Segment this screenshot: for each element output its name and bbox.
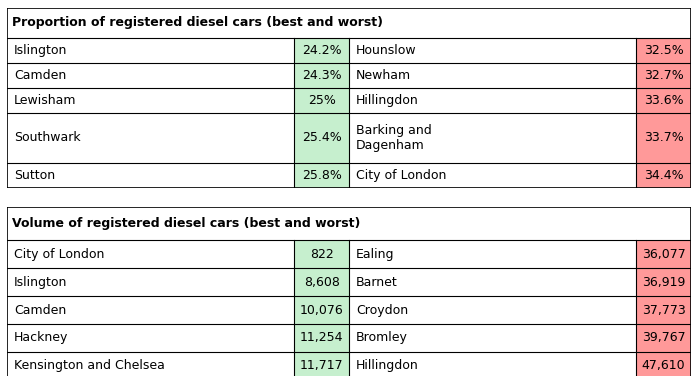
Text: 10,076: 10,076 [299,303,343,317]
Text: 24.3%: 24.3% [302,69,341,82]
Text: 8,608: 8,608 [304,276,339,289]
Text: Sutton: Sutton [14,169,55,182]
Bar [7,38,295,63]
Bar [349,240,637,268]
Bar [7,296,295,324]
Bar [295,63,349,88]
Text: Ealing: Ealing [356,248,394,261]
Text: Southwark: Southwark [14,131,80,144]
Bar [349,38,637,63]
Text: 33.7%: 33.7% [644,131,683,144]
Bar [295,88,349,113]
Bar [637,352,691,376]
Bar [7,88,295,113]
Text: Newham: Newham [356,69,411,82]
Bar [637,268,691,296]
Text: Lewisham: Lewisham [14,94,76,107]
Bar [637,296,691,324]
Bar [7,352,295,376]
Bar [349,352,637,376]
Bar [637,163,691,188]
Bar [7,324,295,352]
Bar [349,63,637,88]
Text: 822: 822 [310,248,334,261]
Text: 25.8%: 25.8% [302,169,341,182]
Text: Islington: Islington [14,44,67,57]
Bar [295,38,349,63]
Text: 25.4%: 25.4% [302,131,341,144]
Text: 36,077: 36,077 [641,248,685,261]
Bar [349,268,637,296]
Text: 25%: 25% [308,94,336,107]
Text: 33.6%: 33.6% [644,94,683,107]
Bar [7,8,691,38]
Text: Camden: Camden [14,303,66,317]
Bar [295,113,349,163]
Text: Kensington and Chelsea: Kensington and Chelsea [14,359,165,372]
Bar [637,113,691,163]
Text: City of London: City of London [14,248,104,261]
Bar [349,296,637,324]
Text: Islington: Islington [14,276,67,289]
Bar [349,113,637,163]
Text: Volume of registered diesel cars (best and worst): Volume of registered diesel cars (best a… [13,217,361,230]
Bar [7,240,295,268]
Text: Croydon: Croydon [356,303,408,317]
Text: Hillingdon: Hillingdon [356,94,419,107]
Bar [7,268,295,296]
Text: 47,610: 47,610 [642,359,685,372]
Text: 32.7%: 32.7% [644,69,683,82]
Bar [637,63,691,88]
Bar [349,324,637,352]
Bar [637,324,691,352]
Bar [349,163,637,188]
Text: Barnet: Barnet [356,276,398,289]
Text: 37,773: 37,773 [641,303,685,317]
Text: Hounslow: Hounslow [356,44,417,57]
Text: Hillingdon: Hillingdon [356,359,419,372]
Text: Barking and
Dagenham: Barking and Dagenham [356,124,431,152]
Text: Proportion of registered diesel cars (best and worst): Proportion of registered diesel cars (be… [13,16,383,29]
Text: 11,717: 11,717 [300,359,343,372]
Text: 36,919: 36,919 [642,276,685,289]
Bar [295,324,349,352]
Bar [7,63,295,88]
Bar [7,113,295,163]
Bar [295,296,349,324]
Text: City of London: City of London [356,169,446,182]
Bar [295,163,349,188]
Bar [295,240,349,268]
Text: 11,254: 11,254 [300,331,343,344]
Text: 34.4%: 34.4% [644,169,683,182]
Bar [637,88,691,113]
Text: 32.5%: 32.5% [644,44,683,57]
Bar [295,352,349,376]
Bar [7,163,295,188]
Bar [7,207,691,240]
Text: 39,767: 39,767 [642,331,685,344]
Bar [349,88,637,113]
Bar [637,38,691,63]
Text: Bromley: Bromley [356,331,408,344]
Bar [637,240,691,268]
Text: Camden: Camden [14,69,66,82]
Text: 24.2%: 24.2% [302,44,341,57]
Text: Hackney: Hackney [14,331,68,344]
Bar [295,268,349,296]
